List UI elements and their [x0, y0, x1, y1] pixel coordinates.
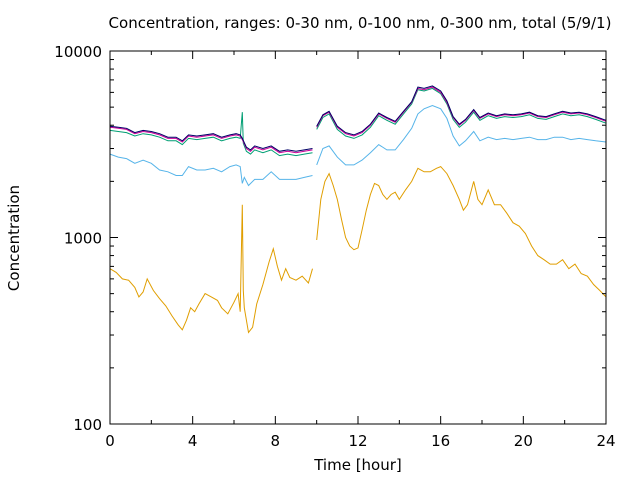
x-tick-label: 4: [188, 432, 198, 450]
x-tick-label: 12: [348, 432, 367, 450]
series-1: [109, 104, 607, 187]
y-axis-label: Concentration: [5, 184, 23, 292]
series-2-line-1: [109, 112, 313, 157]
series-3-line-2: [316, 86, 607, 137]
series-layer: [109, 85, 607, 334]
series-4-line-1: [109, 125, 313, 152]
series-2-line-2: [316, 87, 607, 139]
series-2: [109, 87, 607, 157]
x-tick-label: 16: [431, 432, 450, 450]
series-1-line-2: [316, 104, 607, 166]
series-0: [109, 166, 607, 334]
plot-frame: [109, 50, 607, 425]
x-tick-label: 0: [105, 432, 115, 450]
x-tick-label: 24: [596, 432, 615, 450]
chart-title: Concentration, ranges: 0-30 nm, 0-100 nm…: [108, 14, 612, 32]
y-tick-label: 10000: [54, 43, 102, 61]
ticks-layer: 0 4 8 12 16 20 24 100 1000 10000: [54, 43, 615, 450]
x-axis-label: Time [hour]: [314, 456, 402, 474]
series-0-line-1: [109, 204, 313, 334]
series-0-line-2: [316, 166, 607, 298]
x-tick-label: 20: [514, 432, 533, 450]
series-1-line-1: [109, 153, 313, 187]
series-4-line-2: [316, 85, 607, 136]
y-tick-label: 1000: [64, 230, 102, 248]
y-tick-label: 100: [73, 416, 102, 434]
series-3: [109, 86, 607, 154]
series-3-line-1: [109, 126, 313, 154]
x-tick-label: 8: [271, 432, 281, 450]
series-4: [109, 85, 607, 152]
